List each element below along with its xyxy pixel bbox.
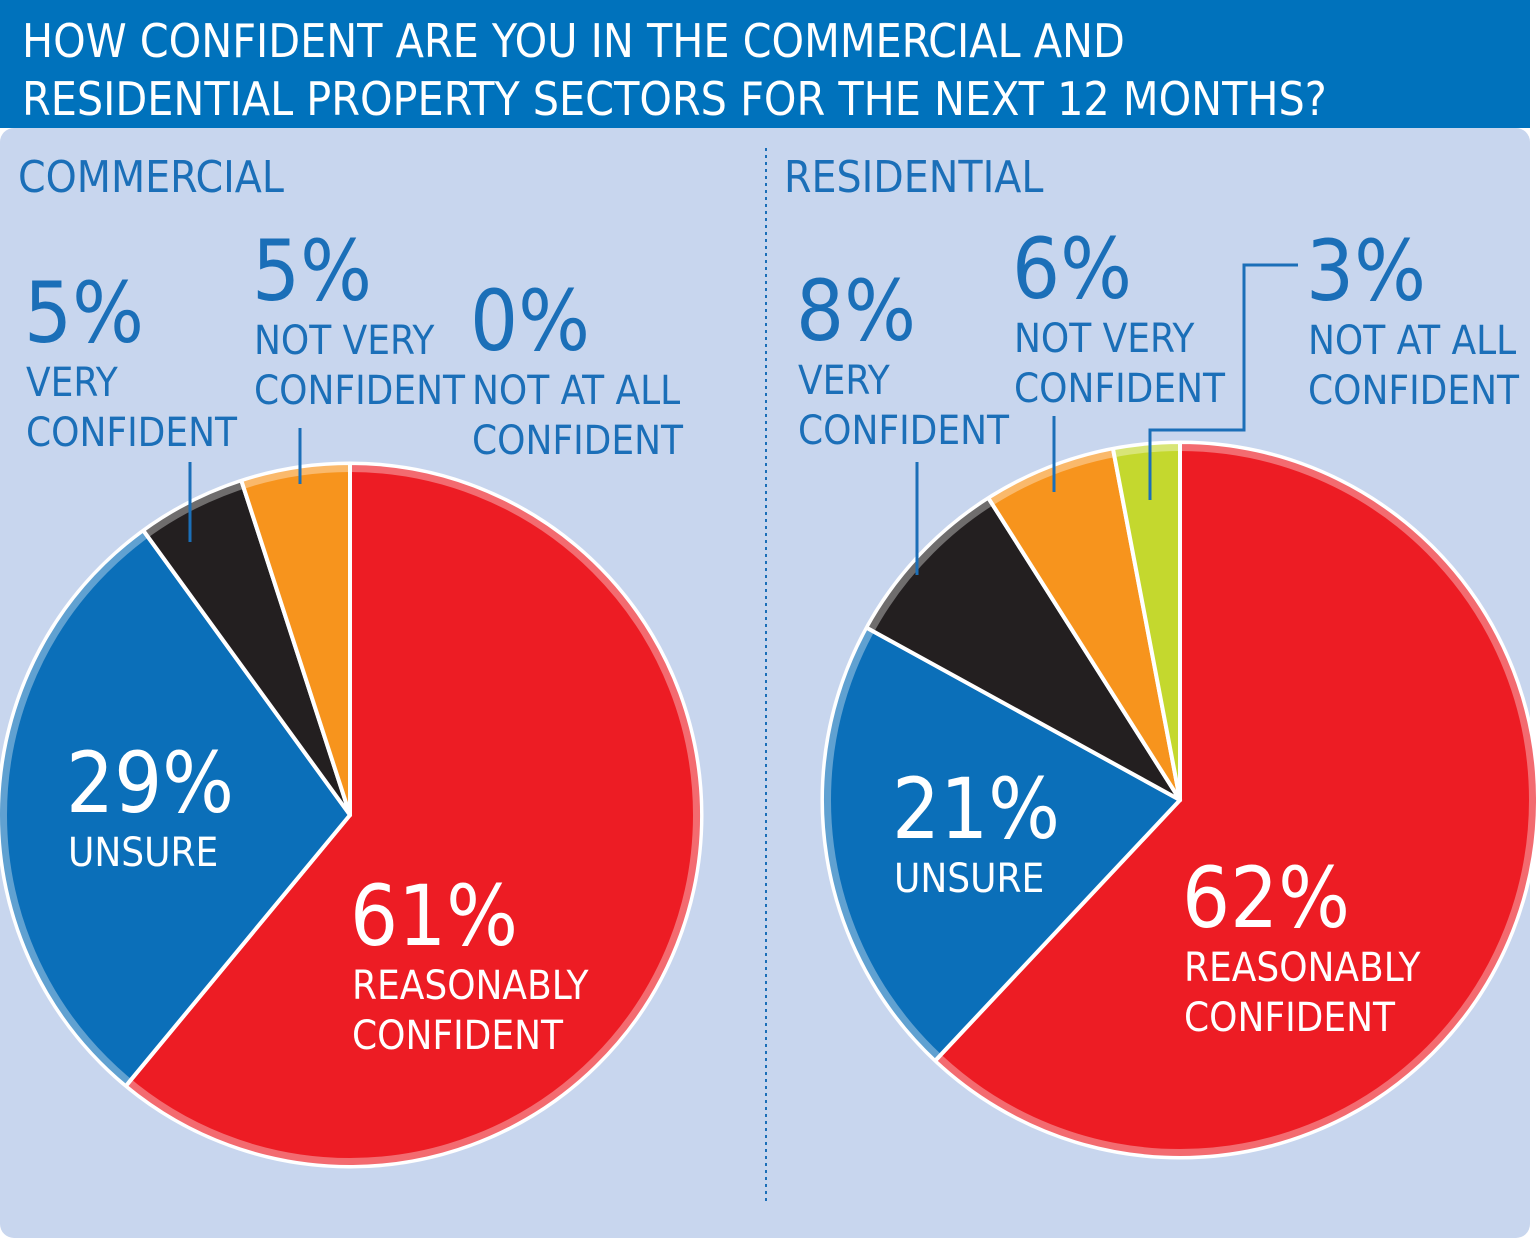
title-line-2: RESIDENTIAL PROPERTY SECTORS FOR THE NEX…: [22, 72, 1327, 126]
value-label-unsure: 29%: [66, 734, 234, 832]
category-label-notatall: NOT AT ALL: [472, 368, 680, 414]
residential-pie: RESIDENTIAL62%REASONABLYCONFIDENT21%UNSU…: [784, 152, 1536, 1160]
value-label-reasonably: 61%: [350, 867, 518, 965]
category-label-reasonably: CONFIDENT: [1184, 995, 1396, 1041]
category-label-notvery: NOT VERY: [254, 318, 435, 364]
residential-heading: RESIDENTIAL: [784, 152, 1043, 203]
category-label-notvery: CONFIDENT: [1014, 366, 1226, 412]
value-label-reasonably: 62%: [1182, 849, 1350, 947]
value-label-notatall: 0%: [470, 272, 590, 370]
commercial-pie: COMMERCIAL61%REASONABLYCONFIDENT29%UNSUR…: [0, 152, 704, 1169]
pie-rim: [0, 462, 703, 1168]
category-label-very: CONFIDENT: [26, 410, 238, 456]
charts-layer: COMMERCIAL61%REASONABLYCONFIDENT29%UNSUR…: [0, 152, 1536, 1169]
category-label-reasonably: REASONABLY: [1184, 945, 1421, 991]
title-banner: [0, 0, 1530, 128]
category-label-very: VERY: [26, 360, 119, 406]
pie-rim: [821, 441, 1536, 1159]
category-label-notvery: CONFIDENT: [254, 368, 466, 414]
category-label-reasonably: REASONABLY: [352, 963, 589, 1009]
commercial-heading: COMMERCIAL: [18, 152, 284, 203]
slice-group: [822, 442, 1536, 1158]
value-label-unsure: 21%: [892, 760, 1060, 858]
category-label-notatall: CONFIDENT: [1308, 368, 1520, 414]
pie-outline: [820, 440, 1536, 1160]
value-label-notatall: 3%: [1306, 222, 1426, 320]
category-label-notatall: NOT AT ALL: [1308, 318, 1516, 364]
value-label-notvery: 5%: [252, 222, 372, 320]
leader-notatall: [1148, 263, 1298, 500]
category-label-notvery: NOT VERY: [1014, 316, 1195, 362]
category-label-very: CONFIDENT: [798, 408, 1010, 454]
category-label-unsure: UNSURE: [68, 830, 218, 876]
value-label-very: 8%: [796, 262, 916, 360]
category-label-unsure: UNSURE: [894, 856, 1044, 902]
category-label-very: VERY: [798, 358, 891, 404]
title-line-1: HOW CONFIDENT ARE YOU IN THE COMMERCIAL …: [22, 14, 1125, 68]
pie-outline: [0, 461, 704, 1169]
value-label-notvery: 6%: [1012, 220, 1132, 318]
category-label-notatall: CONFIDENT: [472, 418, 684, 464]
category-label-reasonably: CONFIDENT: [352, 1013, 564, 1059]
value-label-very: 5%: [24, 264, 144, 362]
